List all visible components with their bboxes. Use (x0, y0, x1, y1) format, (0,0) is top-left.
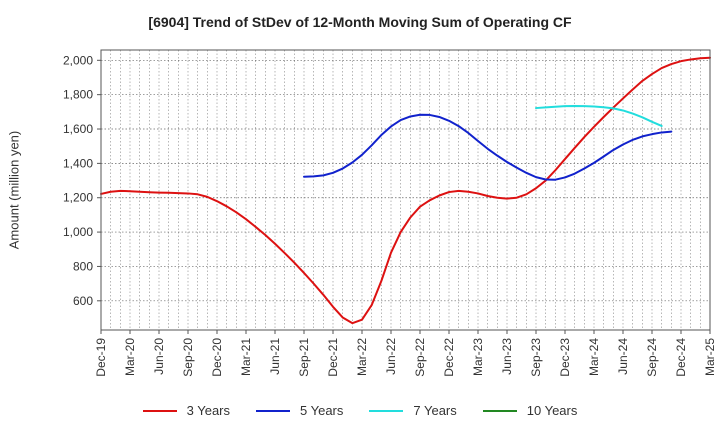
x-tick-label: Mar-23 (471, 338, 485, 376)
legend: 3 Years 5 Years 7 Years 10 Years (0, 403, 720, 418)
x-tick-label: Sep-22 (413, 338, 427, 377)
legend-label: 3 Years (186, 403, 230, 418)
chart-title: [6904] Trend of StDev of 12-Month Moving… (148, 14, 572, 30)
x-tick-label: Sep-21 (297, 338, 311, 377)
x-tick-label: Dec-24 (674, 338, 688, 377)
x-tick-label: Dec-19 (94, 338, 108, 377)
x-tick-label: Mar-22 (355, 338, 369, 376)
plot-frame (100, 49, 711, 331)
legend-swatch (482, 409, 517, 412)
x-tick-label: Mar-24 (587, 338, 601, 376)
x-tick-label: Mar-21 (239, 338, 253, 376)
legend-swatch (256, 409, 290, 412)
legend-label: 5 Years (300, 403, 344, 418)
y-tick-label: 1,200 (63, 191, 93, 205)
x-tick-label: Jun-21 (268, 338, 282, 375)
legend-item: 7 Years (369, 403, 457, 418)
legend-swatch (142, 409, 177, 412)
y-tick-label: 600 (73, 294, 93, 308)
x-tick-label: Dec-20 (210, 338, 224, 377)
series-line (535, 105, 663, 127)
x-tick-label: Mar-25 (703, 338, 717, 376)
legend-label: 7 Years (413, 403, 457, 418)
y-tick-label: 1,800 (63, 88, 93, 102)
axes: 600 800 1,000 1,200 1,400 1,600 1,800 2,000 Dec-… (63, 49, 717, 377)
legend-item: 10 Years (482, 403, 578, 418)
series-lines (100, 56, 711, 325)
y-tick-label: 1,000 (63, 225, 93, 239)
x-tick-label: Jun-24 (616, 338, 630, 375)
legend-label: 10 Years (526, 403, 578, 418)
x-tick-label: Jun-23 (500, 338, 514, 375)
series-line (100, 56, 711, 325)
x-tick-label: Jun-20 (152, 338, 166, 375)
y-tick-label: 2,000 (63, 53, 93, 67)
x-tick-label: Sep-24 (645, 338, 659, 377)
x-tick-label: Jun-22 (384, 338, 398, 375)
x-tick-label: Dec-22 (442, 338, 456, 377)
x-tick-label: Sep-23 (529, 338, 543, 377)
x-tick-label: Dec-21 (326, 338, 340, 377)
y-tick-label: 1,400 (63, 156, 93, 170)
x-tick-label: Sep-20 (181, 338, 195, 377)
legend-item: 5 Years (256, 403, 343, 418)
y-tick-label: 1,600 (63, 122, 93, 136)
x-tick-label: Mar-20 (123, 338, 137, 376)
y-tick-label: 800 (73, 259, 93, 273)
grid (100, 50, 711, 330)
legend-item: 3 Years (142, 403, 230, 418)
legend-swatch (369, 409, 404, 412)
x-tick-label: Dec-23 (558, 338, 572, 377)
series-line (303, 113, 673, 181)
